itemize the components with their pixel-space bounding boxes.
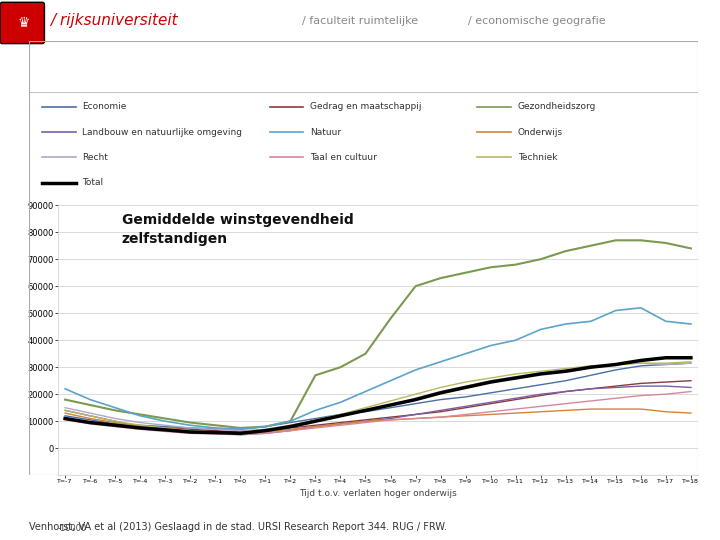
- Text: Onderwijs: Onderwijs: [518, 127, 563, 137]
- Text: / faculteit ruimtelijke: / faculteit ruimtelijke: [302, 16, 418, 26]
- Text: Recht: Recht: [82, 153, 108, 162]
- Text: / economische geografie: / economische geografie: [468, 16, 606, 26]
- Text: Gemiddelde winstgevendheid
zelfstandigen: Gemiddelde winstgevendheid zelfstandigen: [122, 213, 354, 246]
- Text: Gedrag en maatschappij: Gedrag en maatschappij: [310, 103, 421, 111]
- Text: Total: Total: [82, 178, 104, 187]
- Text: Venhorst, VA et al (2013) Geslaagd in de stad. URSI Research Report 344. RUG / F: Venhorst, VA et al (2013) Geslaagd in de…: [29, 522, 446, 532]
- Text: Economie: Economie: [82, 103, 127, 111]
- Text: Gezondheidszorg: Gezondheidszorg: [518, 103, 596, 111]
- Text: Natuur: Natuur: [310, 127, 341, 137]
- Text: Landbouw en natuurlijke omgeving: Landbouw en natuurlijke omgeving: [82, 127, 243, 137]
- Text: / rijksuniversiteit: / rijksuniversiteit: [50, 13, 178, 28]
- X-axis label: Tijd t.o.v. verlaten hoger onderwijs: Tijd t.o.v. verlaten hoger onderwijs: [299, 489, 457, 497]
- Text: -10000: -10000: [58, 524, 87, 533]
- Text: Taal en cultuur: Taal en cultuur: [310, 153, 377, 162]
- Text: Techniek: Techniek: [518, 153, 557, 162]
- Text: ♛: ♛: [17, 16, 30, 30]
- FancyBboxPatch shape: [0, 2, 45, 44]
